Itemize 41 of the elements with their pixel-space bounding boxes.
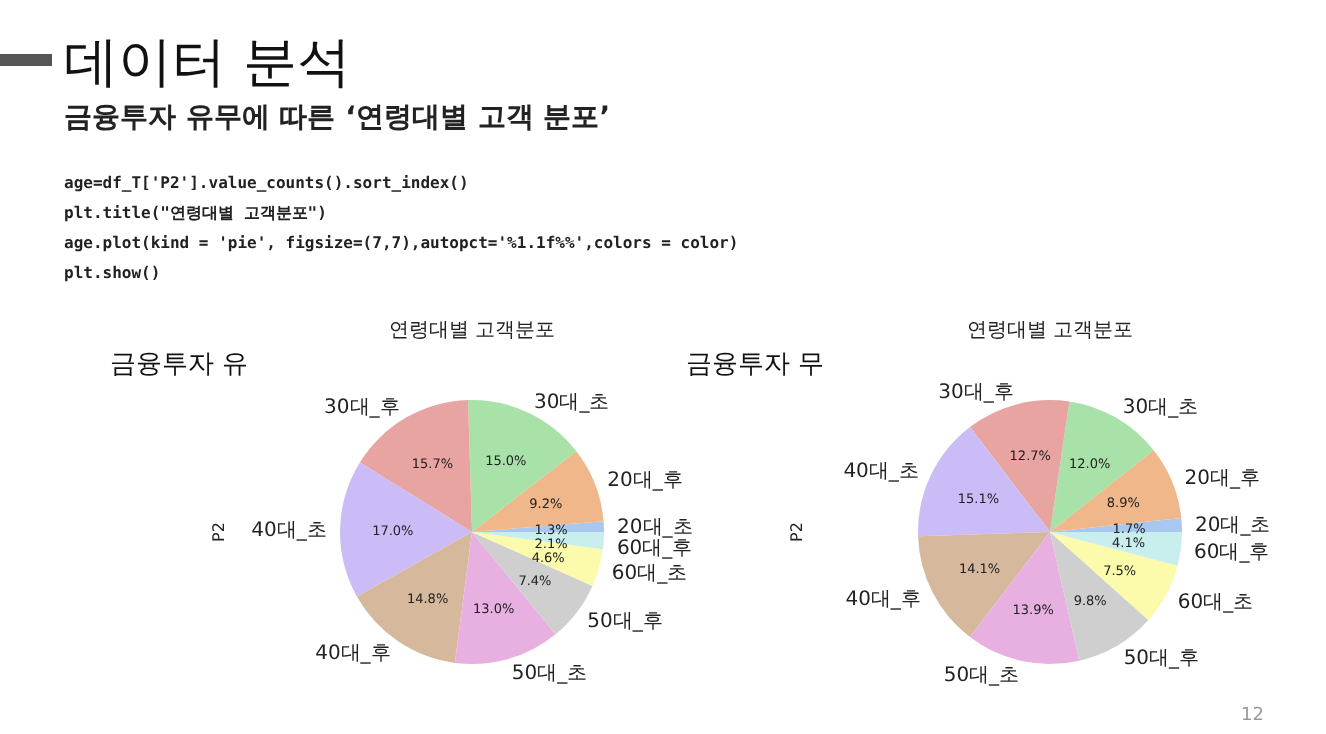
slice-label: 20대_초 [1194,515,1271,538]
slice-label: 50대_초 [511,662,588,685]
slice-label: 60대_초 [1177,591,1254,614]
text: age.plot(kind = 'pie', figsize=(7,7),autopct='%1.1f%%',colors = color) [64,234,739,252]
pie-slice [472,451,604,532]
slice-label: 50대_후 [587,611,663,634]
pie-slice [1050,450,1182,532]
slice-label: 30대_초 [1122,397,1199,420]
text: plt.title("연령대별 고객분포") [64,204,327,222]
slice-label: 30대_초 [533,391,610,414]
slice-label: 40대_초 [843,460,919,483]
slice-label: 60대_후 [1193,541,1270,564]
text: P2 [788,522,806,542]
chart-subtitle: 금융투자 유 [110,350,249,380]
slice-label: 40대_후 [845,589,921,612]
slice-label: 50대_초 [943,664,1020,687]
slice-label: 20대_초 [617,517,693,540]
slice-label: 60대_후 [616,538,693,561]
pie-slice [918,532,1050,637]
text: age=df_T['P2'].value_counts().sort_index() [64,174,469,192]
slice-label: 60대_초 [611,562,688,585]
slice-label: 30대_후 [938,382,1014,405]
chart-title: 연령대별 고객분포 [966,320,1134,342]
slice-label: 30대_후 [324,397,400,420]
chart-title: 연령대별 고객분포 [388,320,556,342]
text: 데이터 분석 [64,32,352,94]
pie-slice [1050,532,1182,566]
slice-label: 20대_후 [607,470,683,493]
slice-label: 40대_초 [251,519,327,542]
slice-label: 40대_후 [315,643,391,666]
slice-label: 20대_후 [1184,468,1260,491]
chart-subtitle: 금융투자 무 [686,350,825,380]
pie-slice [472,532,603,586]
pie-slice [1050,532,1178,621]
pie-slice [340,462,472,597]
text: 12 [1241,706,1264,726]
text: 금융투자 유무에 따른 ‘연령대별 고객 분포’ [64,102,611,134]
text: P2 [210,522,228,542]
slice-label: 50대_후 [1123,648,1200,671]
pie-slice [918,427,1050,537]
text: plt.show() [64,264,161,282]
